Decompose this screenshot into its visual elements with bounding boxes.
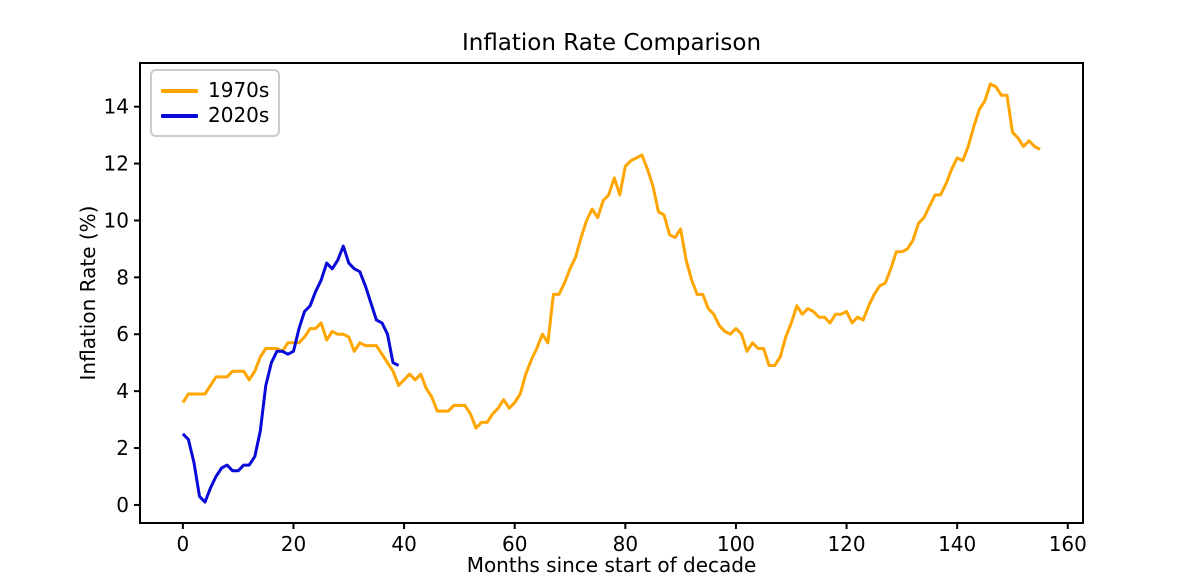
legend-line-swatch-1970s <box>161 88 198 93</box>
y-tick-label: 0 <box>116 493 129 517</box>
legend-line-swatch-2020s <box>161 113 198 118</box>
line-series-1970s <box>181 82 1041 430</box>
y-tick-label: 4 <box>116 379 129 403</box>
x-tick-label: 80 <box>613 532 638 556</box>
y-axis-label: Inflation Rate (%) <box>76 205 100 381</box>
x-tick-label: 160 <box>1049 532 1087 556</box>
x-tick-label: 60 <box>502 532 527 556</box>
x-tick-label: 100 <box>717 532 755 556</box>
legend-item-1970s: 1970s <box>161 78 269 103</box>
x-axis-label: Months since start of decade <box>466 553 757 577</box>
y-tick-label: 8 <box>116 265 129 289</box>
y-tick-label: 6 <box>116 322 129 346</box>
x-tick-label: 40 <box>391 532 416 556</box>
y-tick-label: 12 <box>104 152 129 176</box>
y-tick-label: 10 <box>104 208 129 232</box>
y-tick-label: 14 <box>104 95 129 119</box>
x-tick-label: 0 <box>176 532 189 556</box>
x-tick-label: 20 <box>281 532 306 556</box>
line-series-2020s <box>181 244 400 504</box>
y-tick-label: 2 <box>116 436 129 460</box>
x-tick-label: 120 <box>827 532 865 556</box>
x-tick-label: 140 <box>938 532 976 556</box>
chart-title: Inflation Rate Comparison <box>461 30 762 56</box>
legend-label-2020s: 2020s <box>208 103 270 127</box>
legend: 1970s 2020s <box>150 69 281 137</box>
axes-box <box>139 62 1084 524</box>
legend-item-2020s: 2020s <box>161 103 269 128</box>
legend-label-1970s: 1970s <box>208 78 270 102</box>
